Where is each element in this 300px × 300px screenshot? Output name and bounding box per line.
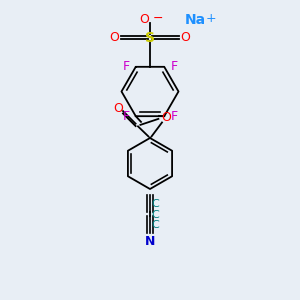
Text: O: O — [139, 13, 149, 26]
Text: C: C — [152, 209, 159, 220]
Text: Na: Na — [184, 13, 206, 26]
Text: F: F — [123, 110, 130, 123]
Text: O: O — [181, 31, 190, 44]
Text: F: F — [170, 110, 177, 123]
Text: O: O — [162, 111, 171, 124]
Text: F: F — [123, 60, 130, 73]
Text: O: O — [114, 102, 123, 115]
Text: C: C — [152, 220, 159, 230]
Text: N: N — [145, 235, 155, 248]
Text: S: S — [145, 31, 155, 44]
Text: O: O — [110, 31, 119, 44]
Text: −: − — [152, 11, 163, 25]
Text: +: + — [206, 11, 216, 25]
Text: C: C — [152, 199, 159, 208]
Text: F: F — [170, 60, 177, 73]
